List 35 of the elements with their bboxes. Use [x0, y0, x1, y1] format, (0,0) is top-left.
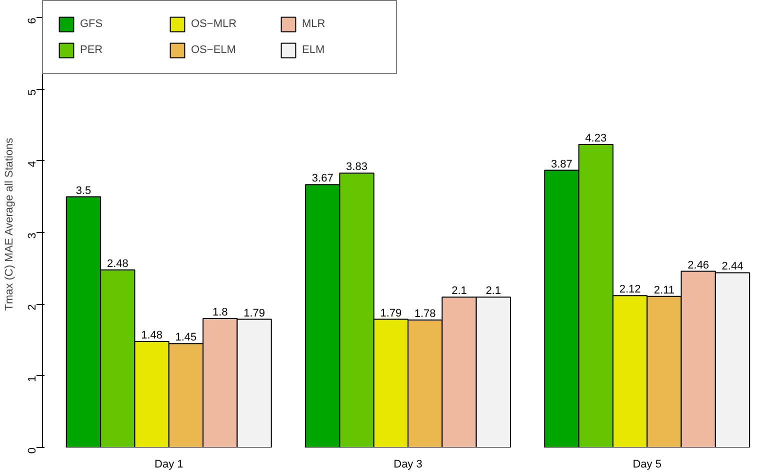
- data-label: 3.87: [551, 158, 572, 170]
- y-tick-label: 2: [26, 304, 38, 310]
- data-label: 2.12: [619, 284, 641, 296]
- legend-label: ELM: [302, 44, 326, 56]
- y-tick-label: 3: [26, 232, 38, 239]
- data-label: 2.48: [106, 258, 128, 270]
- x-tick-label: Day 5: [632, 458, 662, 470]
- legend-label: OS−ELM: [191, 44, 237, 56]
- y-tick-label: 4: [26, 160, 38, 168]
- legend-label: GFS: [80, 18, 104, 30]
- legend-label: PER: [80, 44, 104, 56]
- data-label: 2.46: [688, 259, 710, 272]
- data-label: 2.1: [486, 285, 502, 298]
- x-tick-label: Day 3: [394, 458, 422, 470]
- legend-label: MLR: [302, 18, 326, 30]
- data-label: 2.1: [452, 285, 467, 298]
- data-label: 1.8: [212, 306, 228, 319]
- data-label: 1.79: [380, 307, 402, 320]
- y-axis-title: Tmax (C) MAE Average all Stations: [4, 137, 16, 311]
- y-tick-label: 6: [26, 18, 38, 24]
- y-tick-label: 0: [26, 447, 38, 454]
- x-tick-label: Day 1: [154, 458, 184, 470]
- data-label: 4.23: [585, 132, 607, 144]
- data-label: 3.67: [312, 172, 334, 185]
- data-label: 1.45: [175, 332, 197, 344]
- y-tick-label: 1: [26, 376, 38, 382]
- data-label: 1.48: [141, 329, 163, 342]
- data-label: 1.79: [244, 307, 265, 320]
- data-label: 3.5: [76, 184, 92, 197]
- data-label: 1.78: [414, 308, 436, 320]
- data-label: 3.83: [346, 161, 368, 174]
- y-tick-label: 5: [26, 89, 38, 96]
- data-label: 2.44: [722, 260, 744, 273]
- data-label: 2.11: [654, 284, 674, 296]
- legend-label: OS−MLR: [191, 18, 238, 30]
